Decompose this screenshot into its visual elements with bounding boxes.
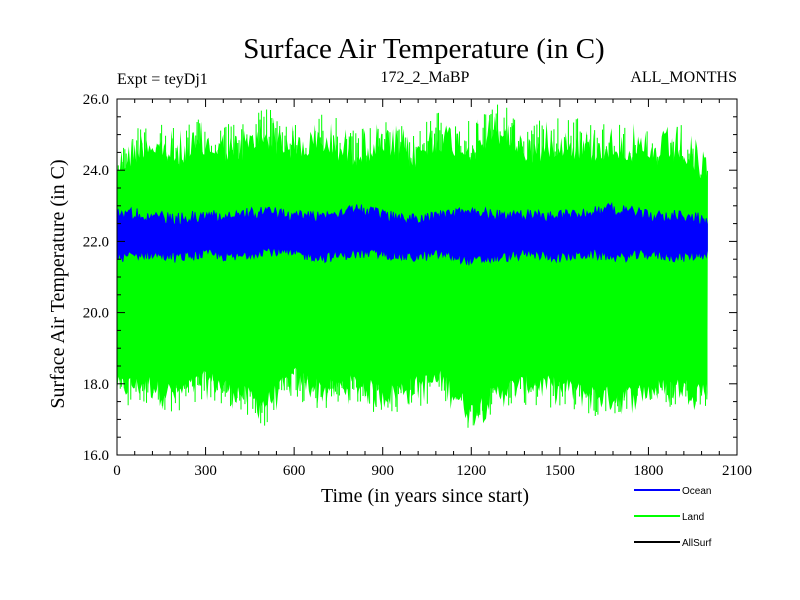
x-tick-label: 1500 bbox=[545, 463, 575, 479]
legend-label-allsurf: AllSurf bbox=[682, 538, 712, 549]
y-tick-label: 20.0 bbox=[83, 306, 109, 322]
y-tick-label: 24.0 bbox=[83, 163, 109, 179]
land-series-line bbox=[116, 104, 708, 428]
x-tick-label: 300 bbox=[194, 463, 217, 479]
x-tick-label: 0 bbox=[113, 463, 121, 479]
chart-title: Surface Air Temperature (in C) bbox=[243, 33, 604, 65]
period-annotation: 172_2_MaBP bbox=[381, 69, 470, 86]
plot-area: 0 300 600 900 1200 1500 1800 2100 16.0 18.0 20.0 22… bbox=[83, 92, 752, 479]
ocean-series-band bbox=[116, 201, 708, 266]
experiment-annotation: Expt = teyDj1 bbox=[117, 71, 208, 88]
legend-label-ocean: Ocean bbox=[682, 486, 711, 497]
x-tick-label: 900 bbox=[371, 463, 394, 479]
x-tick-label: 600 bbox=[283, 463, 306, 479]
legend: Ocean Land AllSurf bbox=[634, 486, 712, 549]
y-tick-label: 22.0 bbox=[83, 234, 109, 250]
legend-label-land: Land bbox=[682, 512, 704, 523]
x-tick-label: 1800 bbox=[633, 463, 663, 479]
x-tick-label: 1200 bbox=[456, 463, 486, 479]
months-annotation: ALL_MONTHS bbox=[630, 69, 737, 86]
x-tick-label: 2100 bbox=[722, 463, 752, 479]
x-axis-label: Time (in years since start) bbox=[321, 485, 529, 507]
y-tick-label: 18.0 bbox=[83, 377, 109, 393]
y-axis-label: Surface Air Temperature (in C) bbox=[47, 159, 69, 408]
y-tick-label: 16.0 bbox=[83, 448, 109, 464]
y-tick-label: 26.0 bbox=[83, 92, 109, 108]
